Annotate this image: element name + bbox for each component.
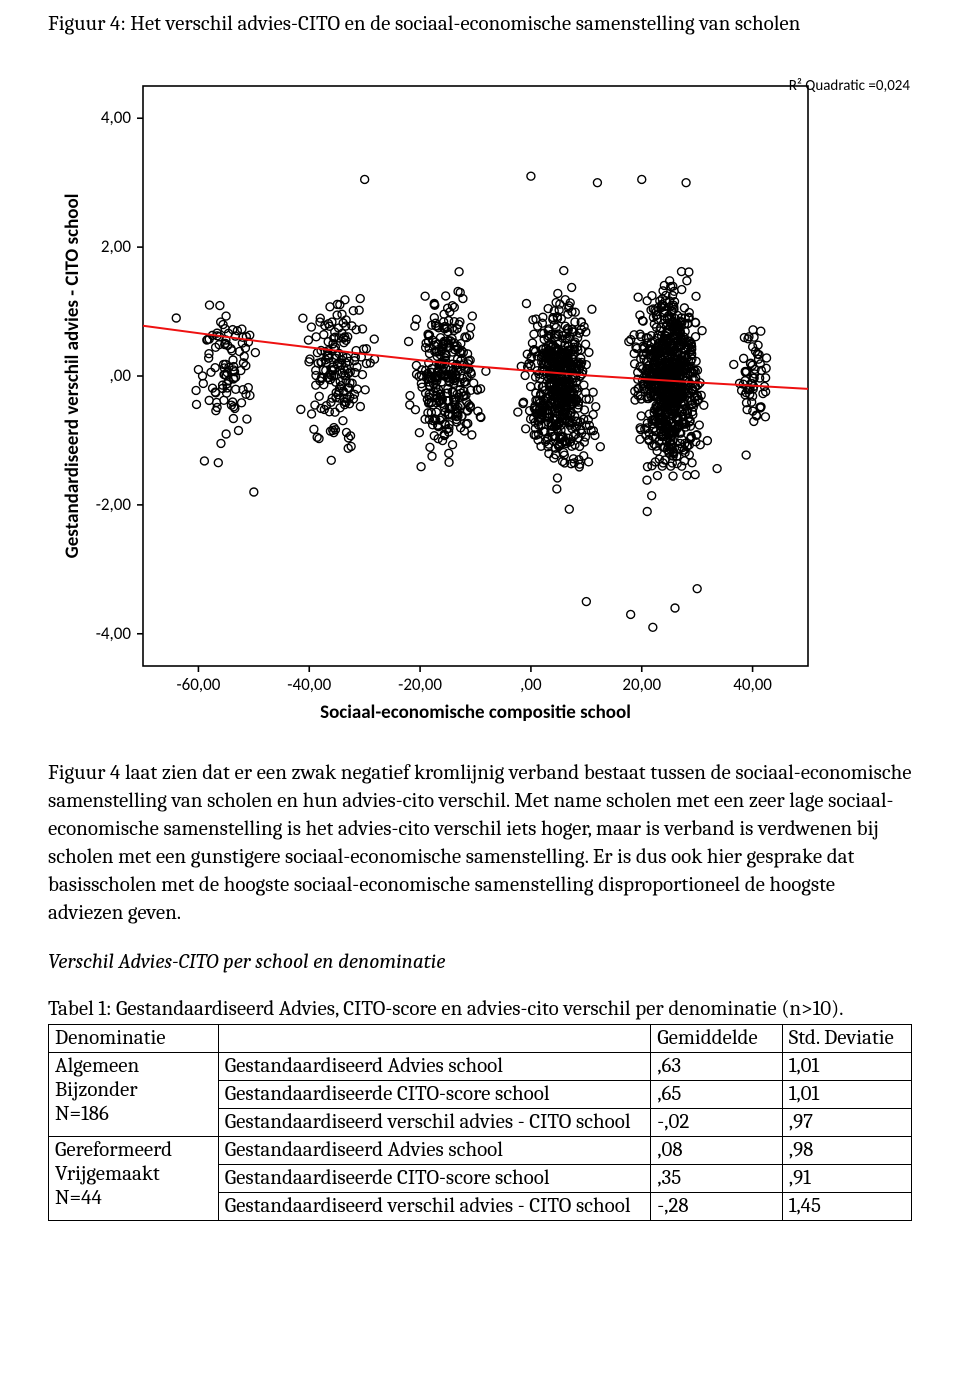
svg-text:20,00: 20,00 [622, 674, 661, 695]
denomination-cell: AlgemeenBijzonderN=186 [49, 1052, 219, 1136]
svg-text:-60,00: -60,00 [176, 674, 220, 695]
table-title: Tabel 1: Gestandaardiseerd Advies, CITO-… [48, 996, 912, 1024]
svg-text:-20,00: -20,00 [398, 674, 442, 695]
svg-text:,00: ,00 [520, 674, 542, 695]
svg-text:Sociaal-economische compositie: Sociaal-economische compositie school [320, 701, 631, 724]
sd-cell: 1,01 [782, 1052, 911, 1080]
metric-cell: Gestandaardiseerd verschil advies - CITO… [218, 1192, 650, 1220]
mean-cell: ,65 [651, 1080, 783, 1108]
metric-cell: Gestandaardiseerde CITO-score school [218, 1080, 650, 1108]
mean-cell: -,28 [651, 1192, 783, 1220]
metric-cell: Gestandaardiseerd Advies school [218, 1052, 650, 1080]
table-header-stddev: Std. Deviatie [782, 1024, 911, 1052]
section-subheading: Verschil Advies-CITO per school en denom… [48, 950, 912, 974]
metric-cell: Gestandaardiseerd Advies school [218, 1136, 650, 1164]
svg-text:,00: ,00 [110, 365, 132, 386]
svg-text:2,00: 2,00 [101, 236, 131, 257]
svg-text:-4,00: -4,00 [96, 623, 132, 644]
scatter-chart: R² Quadratic =0,024-60,00-40,00-20,00,00… [48, 66, 912, 736]
sd-cell: 1,45 [782, 1192, 911, 1220]
table-header-gemiddelde: Gemiddelde [651, 1024, 783, 1052]
sd-cell: ,91 [782, 1164, 911, 1192]
svg-text:-2,00: -2,00 [96, 494, 132, 515]
figure-title: Figuur 4: Het verschil advies-CITO en de… [48, 10, 912, 38]
mean-cell: ,35 [651, 1164, 783, 1192]
body-paragraph: Figuur 4 laat zien dat er een zwak negat… [48, 760, 912, 928]
metric-cell: Gestandaardiseerde CITO-score school [218, 1164, 650, 1192]
sd-cell: ,98 [782, 1136, 911, 1164]
svg-text:-40,00: -40,00 [287, 674, 331, 695]
denomination-table: Denominatie Gemiddelde Std. Deviatie Alg… [48, 1024, 912, 1221]
sd-cell: 1,01 [782, 1080, 911, 1108]
mean-cell: ,08 [651, 1136, 783, 1164]
table-row: AlgemeenBijzonderN=186Gestandaardiseerd … [49, 1052, 912, 1080]
mean-cell: ,63 [651, 1052, 783, 1080]
mean-cell: -,02 [651, 1108, 783, 1136]
table-header-denominatie: Denominatie [49, 1024, 219, 1052]
sd-cell: ,97 [782, 1108, 911, 1136]
denomination-cell: GereformeerdVrijgemaaktN=44 [49, 1136, 219, 1220]
svg-text:Gestandardiseerd verschil advi: Gestandardiseerd verschil advies - CITO … [61, 194, 84, 559]
table-row: GereformeerdVrijgemaaktN=44Gestandaardis… [49, 1136, 912, 1164]
table-header-row: Denominatie Gemiddelde Std. Deviatie [49, 1024, 912, 1052]
svg-text:4,00: 4,00 [101, 108, 131, 129]
metric-cell: Gestandaardiseerd verschil advies - CITO… [218, 1108, 650, 1136]
svg-text:40,00: 40,00 [733, 674, 772, 695]
table-header-blank [218, 1024, 650, 1052]
